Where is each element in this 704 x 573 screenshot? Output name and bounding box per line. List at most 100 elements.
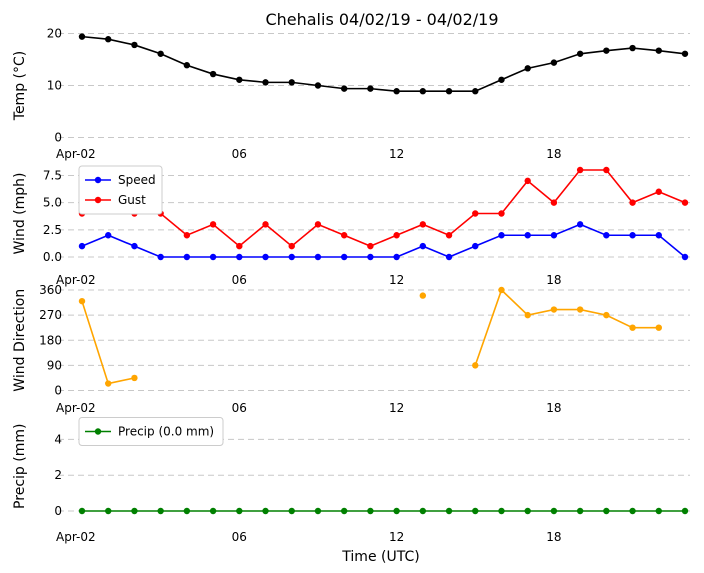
x-tick-label: 06 <box>232 273 247 287</box>
panel-precip: 0 2 4 Apr-02 06 12 18 Precip (mm) Precip (0.0 mm… <box>12 417 690 544</box>
data-point <box>603 311 610 319</box>
data-point <box>78 242 86 250</box>
y-tick-label: 2 <box>54 468 62 482</box>
data-point <box>419 88 427 95</box>
y-tick-label: 4 <box>54 432 62 446</box>
legend-marker <box>94 428 102 435</box>
data-point <box>655 188 662 195</box>
data-point <box>498 507 505 515</box>
data-point <box>655 324 662 331</box>
data-point <box>393 232 400 239</box>
x-tick-label: Apr-02 <box>56 530 96 544</box>
data-point <box>445 88 453 95</box>
x-tick-label: 18 <box>546 273 561 287</box>
data-point <box>78 297 86 305</box>
data-point <box>445 232 453 239</box>
data-point <box>472 242 479 250</box>
data-point <box>524 311 531 319</box>
data-point <box>603 47 610 54</box>
y-tick-label: 7.5 <box>43 168 62 182</box>
x-tick-label: 12 <box>389 530 404 544</box>
x-tick-label: 06 <box>232 401 247 415</box>
data-point <box>576 50 584 57</box>
data-point <box>262 253 269 261</box>
legend <box>78 417 224 446</box>
data-point <box>393 253 400 261</box>
data-point <box>131 242 138 250</box>
data-point <box>288 507 295 515</box>
y-tick-label: 0 <box>54 384 62 398</box>
x-tick-label: 18 <box>546 147 561 161</box>
series-line <box>81 223 686 258</box>
data-point <box>105 380 112 387</box>
data-point <box>629 199 636 206</box>
data-point <box>524 232 531 239</box>
y-axis-label: Precip (mm) <box>12 424 28 509</box>
x-tick-label: Apr-02 <box>56 147 96 161</box>
legend-entry: Precip (0.0 mm) <box>118 425 214 439</box>
data-point <box>236 76 243 83</box>
data-point <box>262 79 269 86</box>
data-point <box>472 88 479 95</box>
y-tick-label: 0.0 <box>43 250 62 264</box>
y-tick-label: 360 <box>39 283 62 297</box>
data-point <box>445 507 453 515</box>
data-point <box>367 85 374 92</box>
data-point <box>78 33 86 40</box>
y-tick-label: 0 <box>54 131 62 145</box>
data-point <box>105 232 112 239</box>
data-point <box>524 177 531 185</box>
y-tick-label: 180 <box>39 333 62 347</box>
y-tick-label: 0 <box>54 504 62 518</box>
data-point <box>131 507 138 515</box>
data-point <box>183 253 191 261</box>
data-point <box>105 36 112 43</box>
data-point <box>498 210 505 217</box>
data-point <box>78 507 86 515</box>
data-point <box>393 507 400 515</box>
data-point <box>576 221 584 228</box>
data-point <box>131 374 138 382</box>
y-tick-label: 2.5 <box>43 223 62 237</box>
data-point <box>681 50 689 57</box>
data-point <box>367 242 374 250</box>
x-tick-label: 12 <box>389 401 404 415</box>
legend-entry: Gust <box>118 193 146 207</box>
series-line <box>81 35 686 93</box>
legend-entry: Speed <box>118 173 156 187</box>
data-point <box>367 253 374 261</box>
y-tick-label: 20 <box>47 27 62 41</box>
data-point <box>209 221 217 228</box>
data-point <box>603 166 610 174</box>
panel-direction: 0 90 180 270 360 Apr-02 06 12 18 Wind Direction <box>12 283 690 415</box>
series-line <box>474 288 659 366</box>
data-point <box>550 59 558 66</box>
y-tick-label: 10 <box>47 79 62 93</box>
data-point <box>419 292 427 299</box>
data-point <box>209 253 217 261</box>
data-point <box>524 65 531 72</box>
data-point <box>550 507 558 515</box>
data-point <box>340 507 348 515</box>
data-point <box>183 507 191 515</box>
series-line <box>81 169 686 248</box>
data-point <box>183 232 191 239</box>
data-point <box>498 232 505 239</box>
y-axis-label: Wind Direction <box>12 289 28 392</box>
data-point <box>498 286 505 294</box>
data-point <box>576 306 584 313</box>
data-point <box>681 507 689 515</box>
data-point <box>157 253 164 261</box>
data-point <box>472 210 479 217</box>
data-point <box>209 70 217 78</box>
legend-marker <box>94 176 102 184</box>
series-line <box>81 300 135 385</box>
data-point <box>157 507 164 515</box>
data-point <box>157 50 164 57</box>
data-point <box>576 166 584 174</box>
data-point <box>314 507 322 515</box>
y-tick-label: 270 <box>39 308 62 322</box>
data-point <box>288 253 295 261</box>
